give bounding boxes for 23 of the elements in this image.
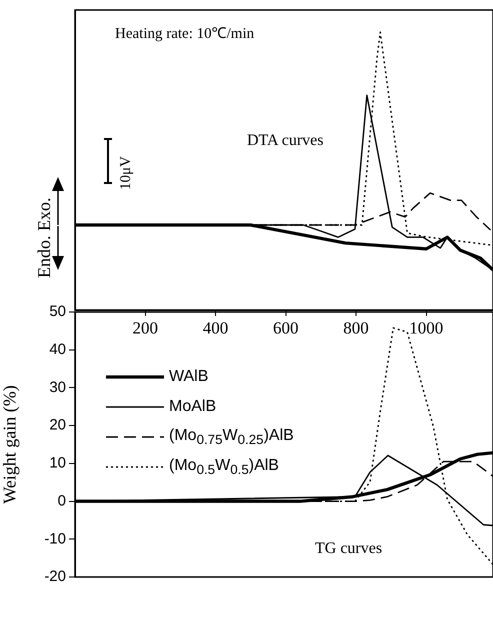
x-tick-label: 800 [343,318,369,338]
annotation: Heating rate: 10℃/min [115,25,254,43]
x-tick-label: 1000 [409,318,444,338]
y-axis-title: Endo. Exo. [34,198,55,278]
y-tick-label: 20 [49,416,66,434]
legend-label: (Mo$_{0.75}$W$_{0.25}$)AlB [169,426,294,448]
legend-label: WAlB [169,368,208,386]
y-axis-title: Weight gain (%) [0,385,20,504]
annotation: 10μV [118,156,135,190]
y-tick-label: 50 [49,303,66,320]
legend-label: MoAlB [169,398,216,416]
y-tick-label: 40 [49,341,66,358]
y-tick-label: 0 [58,492,66,510]
x-tick-label: 400 [202,318,228,338]
annotation: TG curves [315,540,382,558]
x-tick-label: 200 [132,318,158,338]
x-tick-label: 600 [273,318,299,338]
y-tick-label: -20 [44,568,66,586]
annotation: DTA curves [247,132,324,150]
y-tick-label: 10 [49,454,66,472]
y-tick-label: 30 [49,378,66,396]
y-tick-label: -10 [44,530,66,548]
legend-label: (Mo$_{0.5}$W$_{0.5}$)AlB [169,456,279,478]
